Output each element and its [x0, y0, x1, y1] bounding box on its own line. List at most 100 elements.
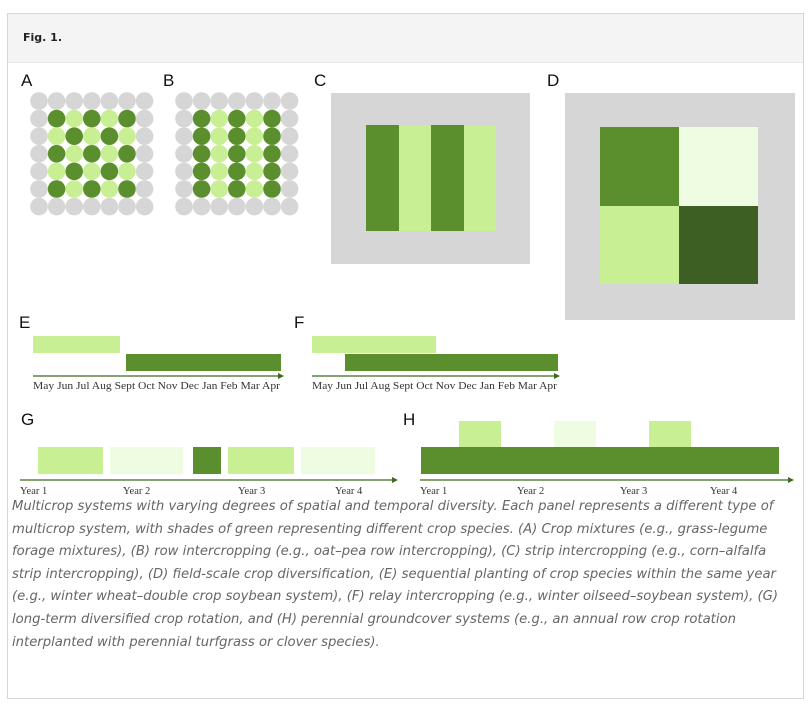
panel-a-plant	[83, 109, 101, 128]
panel-d-block-3	[600, 206, 679, 284]
panel-b-plant	[175, 145, 193, 163]
panel-label-f: F	[294, 313, 305, 332]
panel-a-plant	[100, 197, 119, 216]
panel-d-block-4	[679, 206, 758, 284]
panel-b-plant	[210, 127, 228, 145]
panel-b-plant	[175, 162, 193, 181]
panel-d-block-2	[679, 127, 758, 206]
panel-label-b: B	[163, 71, 175, 90]
panel-a-plant	[135, 145, 154, 163]
panel-f-relay-intercropping: May Jun Jul Aug Sept Oct Nov Dec Jan Feb…	[312, 336, 560, 392]
panel-g-bar-5	[301, 447, 375, 474]
panel-a-plant	[65, 109, 83, 128]
panel-b-plant	[280, 127, 299, 145]
panel-d-field-diversification	[565, 93, 795, 320]
figure-caption: Multicrop systems with varying degrees o…	[12, 499, 778, 650]
panel-f-bar-2	[345, 354, 558, 371]
panel-a-plant	[135, 92, 154, 110]
panel-a-plant	[135, 197, 154, 216]
panel-b-plant	[192, 145, 211, 163]
figure-label: Fig. 1.	[23, 31, 62, 44]
panel-c-strip-1	[366, 125, 399, 231]
panel-a-crop-mixture	[30, 92, 154, 216]
panel-a-plant	[47, 162, 66, 181]
figure-header: Fig. 1.	[8, 14, 803, 63]
panel-g-bar-1	[38, 447, 103, 474]
panel-a-plant	[83, 127, 101, 145]
panel-a-plant	[30, 92, 48, 110]
panel-a-plant	[83, 197, 101, 216]
panel-h-cover-3	[649, 421, 691, 447]
panel-b-plant	[192, 197, 211, 216]
panel-label-c: C	[314, 71, 327, 90]
panel-a-plant	[118, 92, 136, 110]
panel-b-plant	[210, 109, 228, 128]
panel-h-year-4: Year 4	[710, 486, 738, 497]
panel-b-plant	[263, 180, 281, 198]
panel-b-plant	[210, 92, 228, 110]
panel-b-plant	[280, 197, 299, 216]
panel-b-plant	[210, 162, 228, 181]
panel-label-d: D	[547, 71, 560, 90]
panel-d-block-1	[600, 127, 679, 206]
panel-b-plant	[263, 162, 281, 181]
panel-b-plant	[228, 92, 246, 110]
panel-e-axis-arrow	[278, 373, 284, 379]
panel-a-plant	[47, 127, 66, 145]
panel-b-plant	[175, 180, 193, 198]
panel-a-plant	[65, 145, 83, 163]
panel-b-plant	[192, 162, 211, 181]
panel-b-plant	[280, 145, 299, 163]
panel-a-plant	[47, 92, 66, 110]
panel-b-plant	[263, 197, 281, 216]
panel-a-plant	[30, 109, 48, 128]
panel-b-plant	[192, 92, 211, 110]
panel-f-bar-1	[312, 336, 436, 353]
panel-b-plant	[228, 180, 246, 198]
panel-b-plant	[175, 92, 193, 110]
panel-a-plant	[83, 162, 101, 181]
panel-b-plant	[263, 127, 281, 145]
panel-a-plant	[135, 162, 154, 181]
panel-a-plant	[65, 92, 83, 110]
panel-a-plant	[83, 180, 101, 198]
panel-b-plant	[245, 162, 264, 181]
panel-c-strip-intercropping	[331, 93, 530, 264]
panel-b-plant	[245, 109, 264, 128]
panel-a-plant	[30, 180, 48, 198]
panel-c-strip-4	[464, 125, 496, 231]
panel-a-plant	[30, 127, 48, 145]
panel-h-perennial-groundcover: Year 1 Year 2 Year 3 Year 4	[420, 421, 794, 497]
panel-a-plant	[118, 162, 136, 181]
panel-a-plant	[83, 145, 101, 163]
panel-a-plant	[100, 162, 119, 181]
panel-a-plant	[100, 92, 119, 110]
panel-a-plant	[100, 109, 119, 128]
panel-g-crop-rotation: Year 1 Year 2 Year 3 Year 4	[20, 447, 398, 497]
panel-b-plant	[245, 92, 264, 110]
panel-h-axis-arrow	[788, 477, 794, 483]
panel-b-plant	[263, 92, 281, 110]
panel-b-plant	[245, 127, 264, 145]
panel-g-bar-2	[110, 447, 183, 474]
panel-b-plant	[245, 145, 264, 163]
panel-b-plant	[280, 109, 299, 128]
panel-a-plant	[135, 127, 154, 145]
panel-b-plant	[175, 127, 193, 145]
panel-label-a: A	[21, 71, 33, 90]
panel-e-sequential-planting: May Jun Jul Aug Sept Oct Nov Dec Jan Feb…	[33, 336, 284, 392]
panel-g-axis-arrow	[392, 477, 398, 483]
panel-b-plant	[280, 162, 299, 181]
panel-a-plant	[100, 180, 119, 198]
panel-b-plant	[263, 109, 281, 128]
panel-h-year-3: Year 3	[620, 486, 647, 497]
panel-a-plant	[65, 180, 83, 198]
panel-b-plant	[245, 180, 264, 198]
panel-h-year-1: Year 1	[420, 486, 447, 497]
panel-h-year-2: Year 2	[517, 486, 544, 497]
panel-e-bar-1	[33, 336, 120, 353]
panel-c-strip-2	[399, 125, 431, 231]
panel-label-g: G	[21, 410, 35, 429]
panel-b-plant	[192, 109, 211, 128]
